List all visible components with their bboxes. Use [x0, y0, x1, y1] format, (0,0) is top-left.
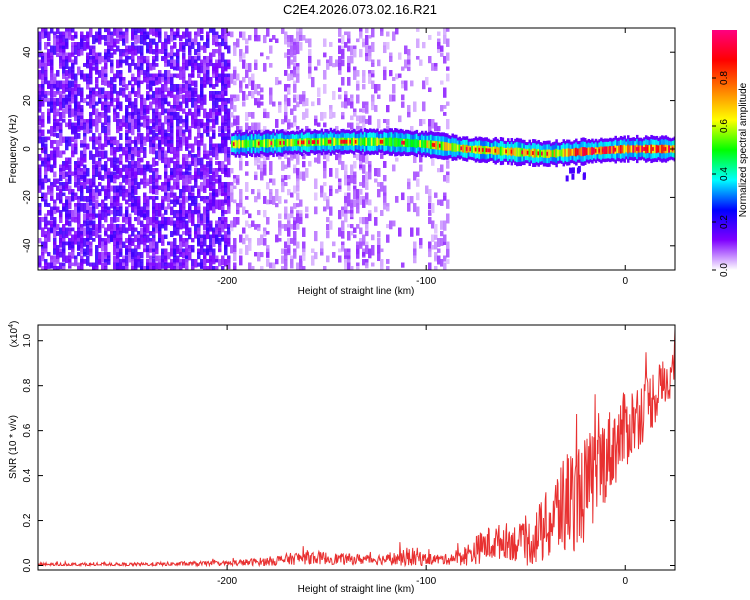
spectrogram-y-tick-label: 0	[22, 146, 33, 152]
svg-text:(x104): (x104)	[8, 321, 20, 348]
spectrogram-x-tick-label: -200	[217, 276, 237, 287]
snr-y-ticks: 0.0 0.2 0.4 0.6 0.8 1.0	[22, 333, 675, 572]
colorbar-tick-label: 0.2	[719, 215, 730, 229]
spectrogram-heatmap	[38, 28, 675, 270]
snr-x-tick-label: -100	[416, 576, 436, 587]
snr-y-tick-label: 0.0	[22, 558, 33, 572]
colorbar-tick-label: 0.6	[719, 119, 730, 133]
snr-x-ticks: -200 -100 0	[217, 325, 628, 587]
snr-x-tick-label: -200	[217, 576, 237, 587]
spectrogram-x-tick-label: 0	[622, 276, 628, 287]
snr-y-label: SNR (10 * v/v)	[8, 415, 19, 479]
snr-frame	[37, 324, 676, 571]
spectrogram-y-tick-label: 20	[22, 95, 33, 107]
colorbar-tick-label: 0.0	[719, 263, 730, 277]
colorbar-label: Normalized spectral amplitude	[738, 82, 749, 217]
colorbar: 0.0 0.2 0.4 0.6 0.8 Normalized spectral ampl…	[712, 30, 749, 277]
snr-y-tick-label: 0.2	[22, 513, 33, 527]
snr-x-label: Height of straight line (km)	[298, 584, 415, 595]
spectrogram-y-tick-label: -20	[22, 190, 33, 205]
spectrogram-y-label: Frequency (Hz)	[8, 115, 19, 184]
snr-y-tick-label: 1.0	[22, 333, 33, 347]
snr-y-tick-label: 0.6	[22, 423, 33, 437]
snr-y-tick-label: 0.8	[22, 378, 33, 392]
spectrogram-y-tick-label: 40	[22, 46, 33, 58]
spectrogram-x-label: Height of straight line (km)	[298, 286, 415, 297]
snr-series-line	[38, 329, 675, 568]
snr-y-scale-suffix: )	[9, 321, 20, 324]
spectrogram-y-tick-label: -40	[22, 238, 33, 253]
snr-y-scale-base: (x10	[9, 327, 20, 347]
snr-x-tick-label: 0	[622, 576, 628, 587]
snr-y-scale: (x104)	[8, 321, 20, 348]
spectrogram-x-tick-label: -100	[416, 276, 436, 287]
colorbar-ticks: 0.0 0.2 0.4 0.6 0.8	[712, 71, 730, 277]
colorbar-tick-label: 0.4	[719, 167, 730, 181]
spectrogram-x-ticks: -200 -100 0	[217, 28, 628, 287]
snr-panel: -200 -100 0 0.0 0.2 0.4 0.6 0.8 1.0 Height of s…	[8, 321, 676, 595]
colorbar-gradient	[712, 30, 737, 270]
colorbar-tick-label: 0.8	[719, 71, 730, 85]
spectrogram-y-ticks: -40 -20 0 20 40	[22, 46, 675, 253]
figure-title: C2E4.2026.073.02.16.R21	[283, 2, 437, 17]
snr-y-tick-label: 0.4	[22, 468, 33, 482]
snr-y-scale-exponent: 4	[8, 324, 15, 328]
